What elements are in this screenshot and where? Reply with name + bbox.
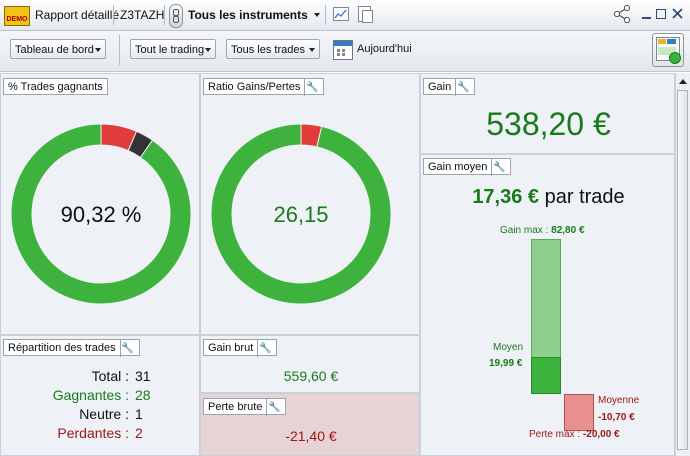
panel-title-box: Gain moyen 🔧: [423, 158, 512, 176]
scroll-up-arrow-icon[interactable]: [679, 79, 687, 84]
chevron-down-icon: [309, 48, 315, 52]
panel-gain-brut: Gain brut 🔧 559,60 €: [200, 335, 420, 393]
chevron-down-icon: [205, 48, 211, 52]
close-icon[interactable]: [672, 8, 683, 19]
panel-title-box: Répartition des trades 🔧: [3, 339, 140, 357]
divider: [113, 5, 114, 25]
panel-title: Ratio Gains/Pertes: [208, 81, 301, 93]
donut-chart-trades: [10, 123, 192, 305]
panel-title: Perte brute: [208, 401, 263, 413]
donut-slice-gain-brut: [210, 123, 392, 305]
chevron-down-icon[interactable]: [314, 13, 320, 17]
total-value: 31: [135, 368, 151, 384]
gain-max-value: 82,80 €: [551, 225, 585, 236]
chart-window-icon[interactable]: [333, 7, 349, 21]
dropdown-label: Tous les trades: [231, 44, 305, 56]
gain-brut-value: 559,60 €: [283, 368, 339, 384]
panel-title: Gain brut: [208, 342, 254, 354]
document-icon[interactable]: [358, 6, 373, 23]
wrench-icon[interactable]: 🔧: [266, 399, 281, 416]
date-range-label[interactable]: Aujourd'hui: [357, 43, 412, 55]
win-rate-value: 90,32 %: [60, 202, 142, 227]
perte-max-value: -20,00 €: [582, 429, 620, 440]
perte-max-label: Perte max :: [529, 429, 581, 440]
wrench-icon[interactable]: 🔧: [257, 340, 272, 357]
trades-dropdown[interactable]: Tous les trades: [226, 39, 320, 59]
scrollbar-thumb[interactable]: [677, 90, 688, 450]
neutre-value: 1: [135, 406, 143, 422]
dropdown-label: Tableau de bord: [15, 44, 94, 56]
panel-title: % Trades gagnants: [3, 78, 108, 95]
gain-max-text: Gain max : 82,80 €: [500, 225, 585, 236]
donut-slice-gagnantes: [10, 123, 192, 305]
donut-slice-perdantes: [100, 123, 138, 152]
account-label[interactable]: Z3TAZH: [120, 8, 165, 22]
bar-moyen: [531, 356, 561, 394]
perte-brute-value: -21,40 €: [285, 428, 337, 444]
ratio-value: 26,15: [273, 202, 329, 227]
perdantes-value: 2: [135, 425, 143, 441]
link-icon[interactable]: [169, 4, 183, 28]
donut-chart-ratio: [210, 123, 392, 305]
wrench-icon[interactable]: 🔧: [304, 79, 319, 96]
avg-gain-headline: 17,36 € par trade: [421, 186, 676, 209]
tableau-de-bord-dropdown[interactable]: Tableau de bord: [10, 39, 106, 59]
avg-gain-value: 17,36 €: [472, 186, 540, 208]
maximize-icon[interactable]: [656, 9, 666, 19]
panel-title-box: Perte brute 🔧: [203, 398, 287, 416]
toolbar: Tableau de bord Tout le trading Tous les…: [0, 31, 690, 72]
gain-max-label: Gain max :: [500, 225, 549, 236]
bar-perte-max: [564, 394, 594, 432]
panel-title-box: Gain 🔧: [423, 78, 476, 96]
demo-icon: DEMO: [4, 6, 30, 26]
panel-title: Répartition des trades: [8, 342, 116, 354]
tab-rapport-detaille[interactable]: Rapport détaillé: [35, 8, 120, 22]
dropdown-label: Tout le trading: [135, 44, 205, 56]
panel-perte-brute: Perte brute 🔧 -21,40 €: [200, 393, 420, 456]
panel-ratio: Ratio Gains/Pertes 🔧 26,15: [200, 73, 420, 335]
minimize-icon[interactable]: [642, 17, 651, 19]
donut-slice-perte-brute: [300, 123, 323, 148]
moyen-label: Moyen: [493, 342, 524, 353]
neutre-label: Neutre :: [79, 406, 129, 422]
gain-value: 538,20 €: [486, 106, 611, 142]
demo-badge-label: DEMO: [6, 16, 28, 23]
avg-gain-suffix: par trade: [544, 186, 625, 208]
total-label: Total :: [91, 368, 129, 384]
instrument-select[interactable]: Tous les instruments: [188, 8, 308, 22]
gagnantes-value: 28: [135, 387, 151, 403]
panel-title: Gain moyen: [428, 161, 488, 173]
panel-title: Gain: [428, 81, 452, 93]
divider: [164, 5, 165, 25]
vertical-scrollbar[interactable]: [675, 73, 690, 456]
window-title-bar: DEMO Rapport détaillé Z3TAZH Tous les in…: [0, 0, 690, 31]
moyenne-value: -10,70 €: [598, 412, 635, 423]
wrench-icon[interactable]: 🔧: [119, 340, 135, 357]
trading-dropdown[interactable]: Tout le trading: [130, 39, 216, 59]
wrench-icon[interactable]: 🔧: [455, 79, 470, 96]
report-settings-icon[interactable]: [652, 33, 684, 67]
panel-title-box: Gain brut 🔧: [203, 339, 278, 357]
panel-repartition: Répartition des trades 🔧 Total : 31 Gagna…: [0, 335, 200, 456]
chevron-down-icon: [95, 48, 101, 52]
perdantes-label: Perdantes :: [57, 425, 129, 441]
gagnantes-label: Gagnantes :: [52, 387, 129, 403]
panel-gain-moyen: Gain moyen 🔧 17,36 € par trade Gain max :…: [420, 154, 675, 456]
panel-trades-gagnants: % Trades gagnants 90,32 %: [0, 73, 200, 335]
panel-title-box: Ratio Gains/Pertes 🔧: [203, 78, 325, 96]
wrench-icon[interactable]: 🔧: [491, 159, 506, 176]
perte-max-text: Perte max : -20,00 €: [529, 429, 620, 440]
moyen-value: 19,99 €: [489, 358, 523, 369]
panel-gain: Gain 🔧 538,20 €: [420, 73, 675, 154]
share-icon[interactable]: [612, 5, 632, 23]
divider: [325, 5, 326, 25]
moyenne-label: Moyenne: [598, 395, 640, 406]
divider: [119, 35, 120, 65]
calendar-icon[interactable]: [333, 40, 353, 60]
